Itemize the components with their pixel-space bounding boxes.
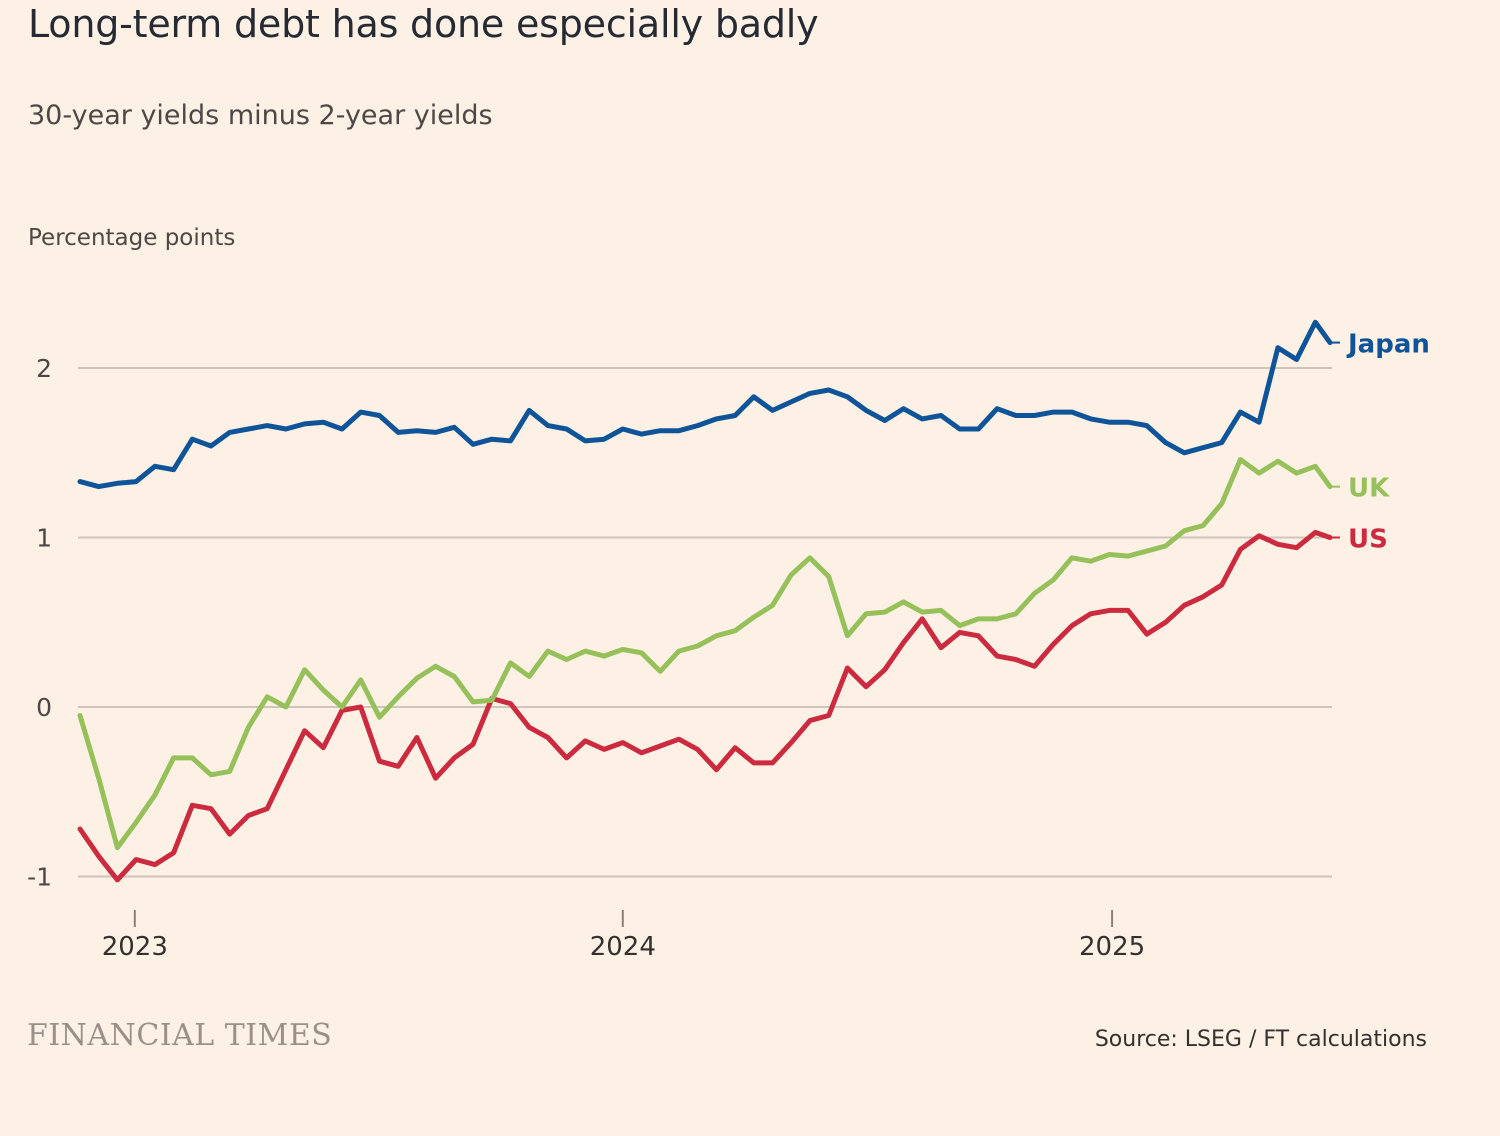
- chart-subtitle: 30-year yields minus 2-year yields: [28, 100, 493, 131]
- gridlines: [78, 367, 1332, 878]
- series-label-uk: UK: [1348, 474, 1390, 504]
- y-tick-label: 2: [36, 354, 52, 383]
- series-lines: [77, 319, 1333, 883]
- y-axis-label: Percentage points: [28, 225, 235, 251]
- series-line-uk: [77, 457, 1333, 851]
- series-line-us: [77, 529, 1333, 883]
- series-labels: US UK Japan: [1330, 330, 1430, 555]
- chart-title: Long-term debt has done especially badly: [28, 2, 819, 46]
- source-note: Source: LSEG / FT calculations: [1094, 1027, 1427, 1052]
- series-line-japan: [77, 319, 1333, 490]
- y-tick-label: 0: [36, 693, 52, 722]
- y-tick-label: -1: [27, 863, 52, 892]
- x-tick-label: 2024: [590, 932, 656, 962]
- ft-logo: FINANCIAL TIMES: [27, 1018, 333, 1053]
- x-tick-label: 2025: [1079, 932, 1145, 962]
- series-label-japan: Japan: [1346, 330, 1430, 360]
- series-label-us: US: [1348, 525, 1388, 555]
- y-tick-label: 1: [36, 524, 52, 553]
- x-axis: 2023 2024 2025: [102, 910, 1145, 962]
- x-tick-label: 2023: [102, 932, 168, 962]
- y-tick-labels: -1 0 1 2: [27, 354, 52, 892]
